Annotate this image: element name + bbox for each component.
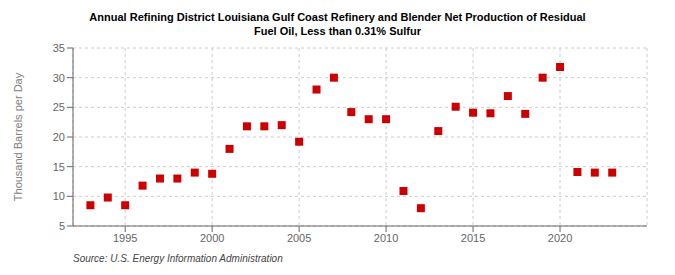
svg-text:2020: 2020 xyxy=(548,232,572,244)
svg-text:15: 15 xyxy=(53,161,65,173)
html-text:Fuel Oil, Less than 0.31% Sulf: Fuel Oil, Less than 0.31% Sulfur xyxy=(254,25,421,37)
svg-text:10: 10 xyxy=(53,190,65,202)
svg-text:1995: 1995 xyxy=(113,232,137,244)
svg-text:Thousand Barrels per Day: Thousand Barrels per Day xyxy=(12,72,24,201)
svg-text:35: 35 xyxy=(53,42,65,54)
svg-text:2015: 2015 xyxy=(461,232,485,244)
svg-text:5: 5 xyxy=(59,220,65,232)
svg-text:2000: 2000 xyxy=(200,232,224,244)
svg-text:2005: 2005 xyxy=(287,232,311,244)
svg-text:2010: 2010 xyxy=(374,232,398,244)
svg-text:20: 20 xyxy=(53,131,65,143)
html-text:Source: U.S. Energy Informatio: Source: U.S. Energy Information Administ… xyxy=(73,253,283,264)
html-text:Annual Refining District Louis: Annual Refining District Louisiana Gulf … xyxy=(89,11,586,23)
svg-text:25: 25 xyxy=(53,101,65,113)
svg-text:30: 30 xyxy=(53,72,65,84)
